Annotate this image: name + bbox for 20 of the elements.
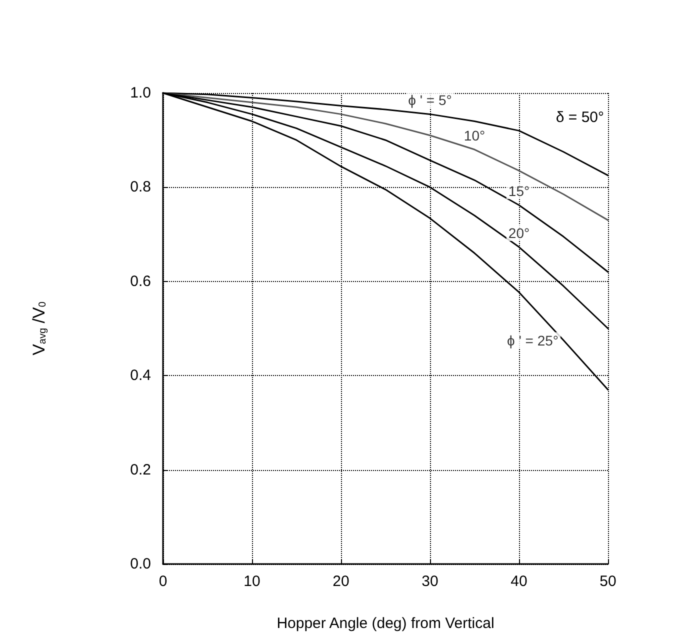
annotation: 10°: [464, 128, 486, 144]
annotation: ϕ ' = 5°: [408, 92, 452, 108]
x-tick-label: 40: [510, 573, 528, 590]
annotation: 15°: [508, 183, 530, 200]
x-tick-label: 0: [158, 573, 168, 590]
x-axis-title: Hopper Angle (deg) from Vertical: [276, 615, 494, 632]
x-tick-label: 30: [422, 573, 438, 590]
x-tick-label: 20: [332, 573, 350, 590]
y-tick-label: 0.2: [130, 461, 151, 478]
x-tick-label: 50: [600, 573, 616, 590]
y-tick-label: 0.0: [130, 556, 151, 572]
annotation: 20°: [508, 225, 530, 242]
y-axis-title: Vavg /V0: [30, 301, 48, 356]
x-tick-label: 10: [244, 573, 260, 590]
annotation: δ = 50°: [556, 109, 604, 126]
y-tick-label: 0.8: [130, 178, 151, 196]
y-tick-label: 0.6: [130, 272, 151, 290]
y-tick-label: 0.4: [130, 367, 151, 384]
annotation: ϕ ' = 25°: [506, 332, 558, 348]
y-tick-label: 1.0: [130, 84, 151, 102]
